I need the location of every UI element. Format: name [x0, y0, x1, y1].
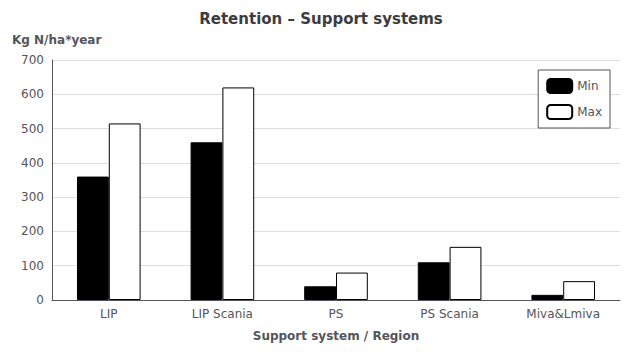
svg-text:600: 600 — [21, 87, 44, 101]
svg-text:Min: Min — [577, 79, 598, 93]
svg-text:300: 300 — [21, 190, 44, 204]
svg-text:PS: PS — [329, 307, 344, 321]
svg-text:Retention – Support systems: Retention – Support systems — [199, 10, 443, 28]
svg-text:100: 100 — [21, 259, 44, 273]
svg-text:200: 200 — [21, 224, 44, 238]
svg-text:Max: Max — [577, 105, 602, 119]
svg-text:LIP Scania: LIP Scania — [192, 307, 253, 321]
svg-text:Support system / Region: Support system / Region — [253, 329, 420, 343]
svg-text:Kg N/ha*year: Kg N/ha*year — [12, 33, 101, 47]
svg-text:Miva&Lmiva: Miva&Lmiva — [526, 307, 600, 321]
svg-text:LIP: LIP — [100, 307, 117, 321]
svg-text:500: 500 — [21, 122, 44, 136]
svg-text:700: 700 — [21, 53, 44, 67]
svg-text:PS Scania: PS Scania — [420, 307, 479, 321]
svg-text:0: 0 — [36, 293, 44, 307]
svg-text:400: 400 — [21, 156, 44, 170]
